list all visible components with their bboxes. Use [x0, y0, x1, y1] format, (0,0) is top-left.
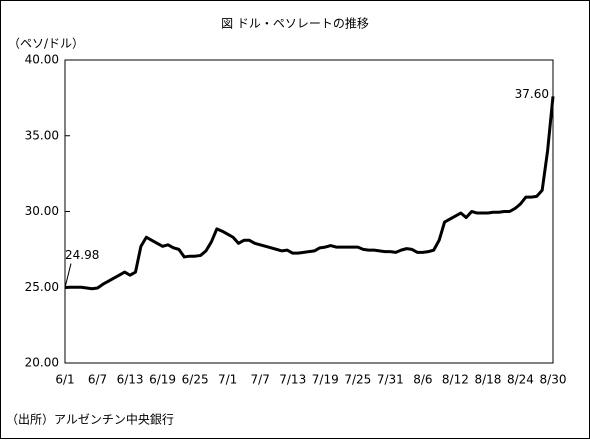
leader-line: [64, 263, 72, 288]
y-tick-label: 30.00: [25, 204, 59, 218]
y-tick-label: 40.00: [25, 53, 59, 67]
data-label: 24.98: [65, 248, 99, 262]
x-tick-label: 6/25: [182, 373, 209, 387]
x-tick-label: 7/13: [279, 373, 306, 387]
x-tick-label: 7/7: [251, 373, 270, 387]
x-tick-label: 8/12: [442, 373, 469, 387]
x-tick-label: 8/30: [540, 373, 567, 387]
x-tick-label: 7/1: [218, 373, 237, 387]
y-tick-label: 20.00: [25, 356, 59, 370]
x-tick-label: 6/7: [88, 373, 107, 387]
chart-title: 図 ドル・ペソレートの推移: [221, 17, 369, 31]
x-tick-label: 6/1: [55, 373, 74, 387]
x-tick-label: 7/31: [377, 373, 404, 387]
y-tick-label: 35.00: [25, 128, 59, 142]
x-tick-label: 8/24: [507, 373, 534, 387]
source: （出所）アルゼンチン中央銀行: [6, 412, 174, 427]
data-label: 37.60: [515, 87, 549, 101]
y-axis-label: （ペソ/ドル）: [8, 37, 84, 51]
x-tick-label: 7/25: [344, 373, 371, 387]
x-tick-label: 8/18: [474, 373, 501, 387]
x-tick-label: 6/19: [149, 373, 176, 387]
x-tick-label: 7/19: [312, 373, 339, 387]
line-series: [64, 96, 555, 291]
x-tick-label: 6/13: [117, 373, 144, 387]
x-tick-label: 8/6: [413, 373, 432, 387]
plot-area: [64, 59, 554, 364]
y-tick-label: 25.00: [25, 280, 59, 294]
